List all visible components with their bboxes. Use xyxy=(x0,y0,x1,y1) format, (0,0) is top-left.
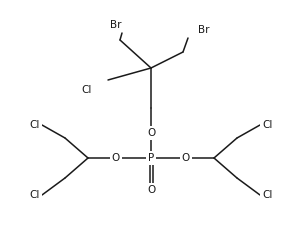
Text: O: O xyxy=(147,128,155,138)
Text: O: O xyxy=(112,153,120,163)
Text: O: O xyxy=(147,185,155,195)
Text: Cl: Cl xyxy=(30,190,40,200)
Text: Br: Br xyxy=(110,20,121,30)
Text: Cl: Cl xyxy=(82,85,92,95)
Text: Cl: Cl xyxy=(30,120,40,130)
Text: O: O xyxy=(182,153,190,163)
Text: Br: Br xyxy=(198,25,210,35)
Text: P: P xyxy=(148,153,154,163)
Text: Cl: Cl xyxy=(262,120,272,130)
Text: Cl: Cl xyxy=(262,190,272,200)
